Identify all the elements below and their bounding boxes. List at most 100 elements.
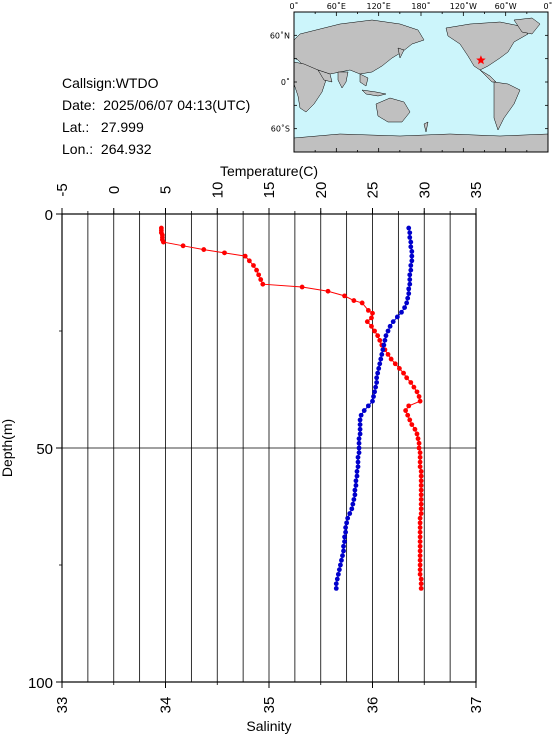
longitude-text: Lon.: 264.932 [62, 141, 152, 157]
salinity-axis: 33 34 35 36 37 [54, 682, 485, 713]
temperature-point [417, 520, 423, 526]
map-lat-label: 60˚S [271, 124, 290, 134]
temperature-point [418, 487, 424, 493]
temperature-point [397, 366, 402, 371]
temperature-tick-label: 35 [468, 182, 485, 199]
salinity-point [357, 431, 363, 437]
temperature-point [411, 384, 417, 390]
salinity-tick-label: 33 [54, 697, 71, 714]
salinity-axis-label: Salinity [246, 718, 291, 734]
salinity-tick-label: 34 [158, 697, 175, 714]
map-lon-label: 60˚W [495, 1, 517, 11]
temperature-tick-label: 20 [313, 182, 330, 199]
map-left-labels: 60˚N 0˚ 60˚S [270, 30, 290, 133]
temperature-point [254, 267, 259, 273]
temperature-point [417, 454, 423, 460]
temperature-tick-label: 25 [365, 182, 382, 199]
salinity-point [399, 309, 404, 315]
temperature-point [161, 239, 166, 245]
salinity-point [394, 314, 400, 320]
map-lon-label: 0˚ [543, 1, 552, 11]
salinity-point [350, 501, 356, 507]
depth-tick-label: 50 [36, 441, 53, 458]
salinity-point [375, 370, 381, 376]
salinity-point [407, 272, 413, 278]
temperature-point [418, 586, 424, 591]
salinity-point [334, 576, 340, 582]
temperature-point [369, 323, 374, 329]
temperature-point [417, 543, 423, 549]
temperature-point [404, 375, 410, 381]
temperature-tick-label: 15 [261, 182, 278, 199]
temperature-point [405, 412, 411, 418]
salinity-tick-label: 37 [468, 697, 485, 714]
location-map: 0˚ 60˚E 120˚E 180˚ 120˚W 60˚W 0˚ 60˚N 0˚ 60˚S [270, 1, 553, 153]
temperature-point [417, 548, 423, 554]
temperature-point [417, 534, 423, 540]
salinity-point [347, 511, 353, 516]
salinity-point [407, 277, 413, 282]
temperature-point [417, 464, 423, 470]
salinity-point [335, 571, 341, 577]
salinity-tick-label: 36 [365, 697, 382, 714]
temperature-point [417, 557, 423, 563]
temperature-point [201, 247, 207, 252]
series-layer [158, 225, 424, 591]
temperature-point [418, 497, 424, 502]
salinity-profile-line [335, 227, 413, 589]
temperature-point [364, 319, 370, 325]
temperature-profile-line [160, 228, 422, 589]
salinity-point [382, 337, 388, 343]
map-lat-label: 60˚N [270, 30, 290, 40]
salinity-point [343, 525, 348, 530]
salinity-point [353, 478, 359, 484]
temperature-point [251, 263, 256, 268]
salinity-point [355, 459, 361, 465]
depth-axis-label: Depth(m) [0, 419, 15, 477]
temperature-point [414, 389, 420, 395]
map-land [293, 17, 549, 153]
salinity-point [408, 267, 414, 273]
salinity-point [338, 562, 343, 568]
map-ticks [293, 11, 549, 153]
temperature-tick-label: 0 [106, 186, 123, 194]
salinity-point [357, 422, 363, 427]
salinity-point [357, 417, 363, 423]
salinity-point [358, 412, 364, 418]
salinity-point [406, 225, 412, 231]
temperature-axis: -5 0 5 10 15 20 25 30 35 [54, 182, 485, 214]
temperature-point [417, 459, 423, 465]
salinity-point [383, 333, 389, 339]
salinity-point [355, 464, 361, 470]
salinity-point [373, 384, 379, 390]
temperature-point [416, 445, 422, 451]
callsign-text: Callsign:WTDO [62, 75, 159, 91]
temperature-point [417, 525, 423, 530]
salinity-point [356, 445, 362, 451]
salinity-point [390, 319, 396, 325]
temperature-point [417, 450, 423, 456]
temperature-point [342, 293, 347, 299]
temperature-point [409, 422, 415, 427]
salinity-point [365, 403, 371, 409]
temperature-point [418, 506, 424, 512]
salinity-point [379, 352, 385, 357]
salinity-point [408, 244, 414, 250]
salinity-point [361, 408, 367, 413]
salinity-point [344, 520, 350, 526]
temperature-point [180, 243, 186, 249]
temperature-point [370, 310, 375, 316]
temperature-point [372, 328, 377, 334]
salinity-point [339, 557, 344, 563]
temperature-point [418, 478, 424, 484]
temperature-point [388, 356, 394, 362]
salinity-point [351, 497, 357, 502]
temperature-point [408, 380, 414, 385]
map-lon-label: 0˚ [289, 1, 298, 11]
temperature-axis-label: Temperature(C) [220, 163, 318, 179]
temperature-point [418, 511, 424, 516]
temperature-point [417, 562, 423, 568]
temperature-tick-label: 30 [416, 182, 433, 199]
salinity-point [343, 529, 348, 535]
map-lon-label: 60˚E [327, 1, 346, 11]
